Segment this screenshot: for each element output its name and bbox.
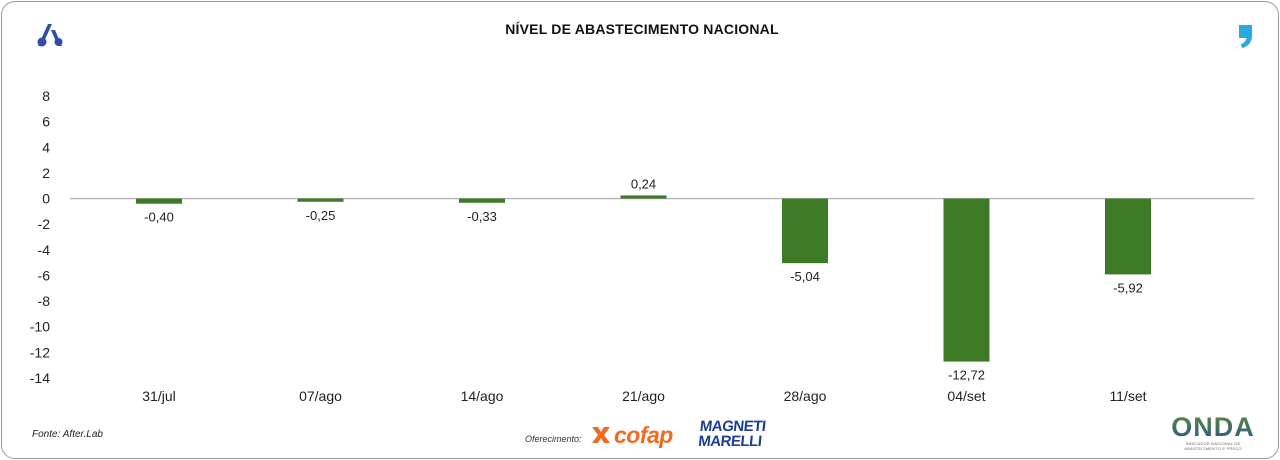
y-tick-label: -12 [30, 344, 50, 360]
brand-a-icon [37, 24, 63, 47]
data-label: 0,24 [631, 176, 656, 191]
quote-comma-icon [1239, 25, 1252, 48]
y-tick-label: 2 [42, 165, 50, 181]
y-tick-label: 4 [42, 139, 50, 155]
magneti-line1: MAGNETI [699, 418, 767, 435]
chart-title: NÍVEL DE ABASTECIMENTO NACIONAL [505, 21, 779, 37]
cofap-wordmark: cofap [614, 422, 673, 448]
y-tick-label: -4 [38, 242, 51, 258]
x-tick-label: 31/jul [142, 388, 175, 404]
magneti-line2: MARELLI [697, 433, 763, 450]
onda-logo: ONDA INDICADOR NACIONAL DE ABASTECIMENTO… [1168, 413, 1258, 451]
y-tick-label: -14 [30, 370, 50, 386]
y-tick-label: -6 [38, 267, 51, 283]
bar-31/jul [136, 198, 182, 204]
data-label: -5,04 [790, 269, 820, 284]
cofap-x-icon [592, 427, 610, 443]
bar-11/set [1105, 198, 1151, 275]
y-tick-label: 0 [42, 191, 50, 207]
data-label: -0,33 [467, 209, 497, 224]
y-tick-label: 6 [42, 114, 50, 130]
x-tick-label: 14/ago [461, 388, 504, 404]
sponsor-label: Oferecimento: [525, 434, 582, 444]
bar-21/ago [620, 195, 667, 199]
magneti-marelli-logo: MAGNETI MARELLI [697, 418, 767, 451]
x-tick-label: 28/ago [784, 388, 827, 404]
x-tick-label: 11/set [1109, 388, 1146, 404]
onda-wordmark: ONDA [1168, 413, 1258, 441]
data-label: -0,25 [306, 208, 336, 223]
bar-04/set [943, 198, 990, 362]
y-tick-label: -2 [38, 216, 51, 232]
source-note: Fonte: After.Lab [32, 429, 103, 440]
bar-07/ago [297, 198, 344, 202]
data-label: -0,40 [144, 210, 174, 225]
data-label: -5,92 [1113, 280, 1143, 295]
cofap-logo: cofap [590, 423, 673, 447]
x-tick-label: 21/ago [622, 388, 665, 404]
onda-tagline: INDICADOR NACIONAL DE ABASTECIMENTO E PR… [1184, 441, 1242, 451]
data-label: -12,72 [948, 368, 985, 383]
bar-28/ago [782, 198, 828, 264]
y-tick-label: -10 [30, 319, 50, 335]
y-tick-label: 8 [42, 88, 50, 104]
y-tick-label: -8 [38, 293, 51, 309]
x-tick-label: 07/ago [299, 388, 342, 404]
bar-14/ago [459, 198, 505, 203]
x-tick-label: 04/set [947, 388, 985, 404]
